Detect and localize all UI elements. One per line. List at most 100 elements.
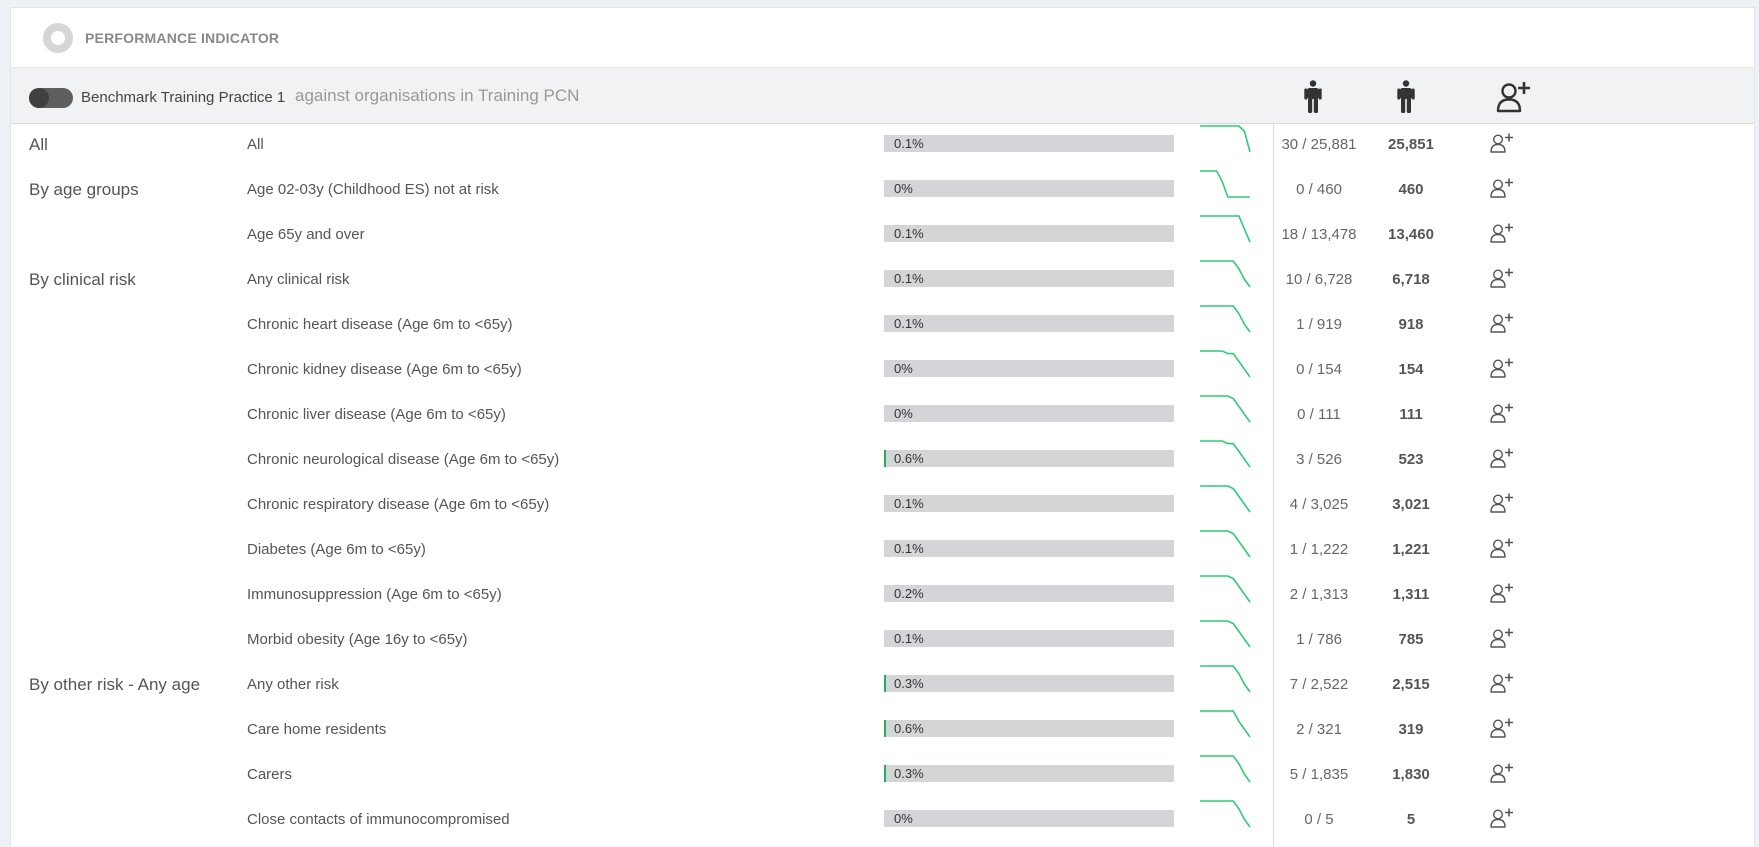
trend-sparkline (1200, 215, 1251, 243)
percentage-bar: 0.1% (884, 315, 1174, 332)
indicator-label[interactable]: Chronic liver disease (Age 6m to <65y) (247, 406, 506, 423)
indicator-label[interactable]: Any other risk (247, 676, 339, 693)
sparkline-path (1200, 530, 1251, 558)
ratio-value: 4 / 3,025 (1289, 496, 1349, 513)
percentage-value: 0.1% (894, 226, 924, 241)
percentage-bar: 0% (884, 360, 1174, 377)
indicator-label[interactable]: Immunosuppression (Age 6m to <65y) (247, 586, 502, 603)
count-value: 25,851 (1388, 136, 1434, 153)
benchmark-toggle[interactable] (29, 88, 73, 108)
indicator-label[interactable]: Carers (247, 766, 293, 783)
ratio-value: 5 / 1,835 (1289, 766, 1349, 783)
ratio-value: 18 / 13,478 (1281, 226, 1357, 243)
trend-sparkline (1200, 485, 1251, 513)
add-user-icon[interactable] (1489, 177, 1515, 199)
indicator-label[interactable]: Age 02-03y (Childhood ES) not at risk (247, 181, 499, 198)
count-value: 5 (1406, 811, 1416, 828)
sparkline-path (1200, 125, 1251, 153)
indicator-label[interactable]: Care home residents (247, 721, 387, 738)
ratio-value: 7 / 2,522 (1289, 676, 1349, 693)
trend-sparkline (1200, 620, 1251, 648)
trend-sparkline (1200, 575, 1251, 603)
trend-sparkline (1200, 440, 1251, 468)
table-row: All All 0.1% 30 / 25,881 25,851 (11, 123, 1754, 168)
ratio-value: 1 / 919 (1296, 316, 1342, 333)
sparkline-path (1200, 170, 1250, 198)
indicator-label[interactable]: Diabetes (Age 6m to <65y) (247, 541, 426, 558)
percentage-bar: 0.1% (884, 225, 1174, 242)
add-user-icon[interactable] (1489, 267, 1515, 289)
indicator-label[interactable]: Chronic respiratory disease (Age 6m to <… (247, 496, 550, 513)
percentage-bar: 0.1% (884, 630, 1174, 647)
indicator-label[interactable]: Morbid obesity (Age 16y to <65y) (247, 631, 468, 648)
trend-sparkline (1200, 665, 1251, 693)
panel-header: PERFORMANCE INDICATOR (11, 8, 1754, 68)
table-row: Age 65y and over 0.1% 18 / 13,478 13,460 (11, 213, 1754, 258)
indicator-label[interactable]: Chronic neurological disease (Age 6m to … (247, 451, 560, 468)
table-row: Carers 0.3% 5 / 1,835 1,830 (11, 753, 1754, 798)
percentage-value: 0.1% (894, 496, 924, 511)
group-label: By other risk - Any age (29, 675, 201, 694)
add-user-icon[interactable] (1489, 357, 1515, 379)
add-user-icon[interactable] (1489, 132, 1515, 154)
person-icon (1397, 80, 1415, 113)
trend-sparkline (1200, 755, 1251, 783)
count-value: 13,460 (1388, 226, 1434, 243)
indicator-label[interactable]: Any clinical risk (247, 271, 350, 288)
sparkline-path (1200, 305, 1251, 333)
benchmark-toolbar: Benchmark Training Practice 1 against or… (11, 68, 1754, 124)
sparkline-path (1200, 710, 1251, 738)
add-user-icon[interactable] (1496, 80, 1534, 114)
percentage-bar: 0.6% (884, 720, 1174, 737)
percentage-value: 0.2% (894, 586, 924, 601)
percentage-value: 0.3% (894, 766, 924, 781)
add-user-icon[interactable] (1489, 582, 1515, 604)
add-user-icon[interactable] (1489, 447, 1515, 469)
percentage-bar: 0.2% (884, 585, 1174, 602)
count-value: 319 (1398, 721, 1424, 738)
count-value: 460 (1398, 181, 1424, 198)
table-row: Chronic neurological disease (Age 6m to … (11, 438, 1754, 483)
group-label: By age groups (29, 180, 139, 199)
sparkline-path (1200, 260, 1251, 288)
trend-sparkline (1200, 350, 1251, 378)
add-user-icon[interactable] (1489, 672, 1515, 694)
percentage-bar: 0.1% (884, 540, 1174, 557)
sparkline-path (1200, 350, 1251, 378)
percentage-value: 0.1% (894, 271, 924, 286)
add-user-icon[interactable] (1489, 537, 1515, 559)
indicator-label[interactable]: All (247, 136, 264, 153)
percentage-bar: 0.1% (884, 135, 1174, 152)
table-row: Immunosuppression (Age 6m to <65y) 0.2% 2 … (11, 573, 1754, 618)
count-value: 2,515 (1392, 676, 1430, 693)
percentage-bar: 0.1% (884, 495, 1174, 512)
add-user-icon[interactable] (1489, 717, 1515, 739)
percentage-value: 0.1% (894, 316, 924, 331)
count-value: 154 (1398, 361, 1424, 378)
count-value: 111 (1399, 406, 1423, 423)
ratio-value: 1 / 786 (1296, 631, 1342, 648)
add-user-icon[interactable] (1489, 492, 1515, 514)
add-user-icon[interactable] (1489, 762, 1515, 784)
indicator-label[interactable]: Chronic heart disease (Age 6m to <65y) (247, 316, 513, 333)
ratio-value: 0 / 460 (1296, 181, 1342, 198)
trend-sparkline (1200, 170, 1250, 198)
ratio-value: 2 / 1,313 (1289, 586, 1349, 603)
add-user-icon[interactable] (1489, 402, 1515, 424)
table-row: By other risk - Any age Any other risk 0.3… (11, 663, 1754, 708)
add-user-icon[interactable] (1489, 627, 1515, 649)
indicator-label[interactable]: Chronic kidney disease (Age 6m to <65y) (247, 361, 522, 378)
sparkline-path (1200, 665, 1251, 693)
percentage-bar: 0% (884, 180, 1174, 197)
indicator-label[interactable]: Age 65y and over (247, 226, 365, 243)
indicator-label[interactable]: Close contacts of immunocompromised (247, 811, 510, 828)
add-user-icon[interactable] (1489, 312, 1515, 334)
percentage-value: 0% (894, 361, 913, 376)
count-value: 1,311 (1392, 586, 1430, 603)
sparkline-path (1200, 620, 1251, 648)
add-user-icon[interactable] (1489, 222, 1515, 244)
add-user-icon[interactable] (1489, 807, 1515, 829)
ratio-value: 3 / 526 (1296, 451, 1342, 468)
count-value: 523 (1398, 451, 1424, 468)
ratio-value: 0 / 154 (1296, 361, 1342, 378)
